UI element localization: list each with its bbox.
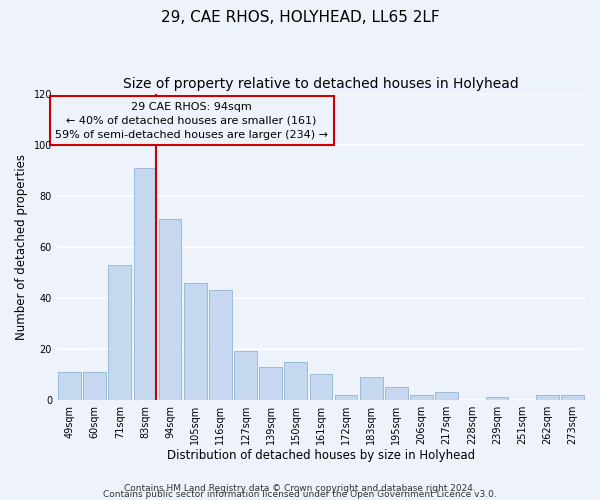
Bar xyxy=(436,392,458,400)
Bar xyxy=(234,352,257,400)
Bar xyxy=(536,394,559,400)
Text: Contains public sector information licensed under the Open Government Licence v3: Contains public sector information licen… xyxy=(103,490,497,499)
Bar xyxy=(335,394,358,400)
Bar xyxy=(209,290,232,400)
Bar xyxy=(385,387,408,400)
Bar xyxy=(561,394,584,400)
Title: Size of property relative to detached houses in Holyhead: Size of property relative to detached ho… xyxy=(123,78,519,92)
Bar xyxy=(184,282,206,400)
Bar xyxy=(360,377,383,400)
Bar xyxy=(259,366,282,400)
X-axis label: Distribution of detached houses by size in Holyhead: Distribution of detached houses by size … xyxy=(167,450,475,462)
Bar xyxy=(485,397,508,400)
Text: 29 CAE RHOS: 94sqm
← 40% of detached houses are smaller (161)
59% of semi-detach: 29 CAE RHOS: 94sqm ← 40% of detached hou… xyxy=(55,102,328,140)
Bar xyxy=(83,372,106,400)
Bar xyxy=(159,219,181,400)
Bar xyxy=(310,374,332,400)
Bar xyxy=(134,168,156,400)
Text: Contains HM Land Registry data © Crown copyright and database right 2024.: Contains HM Land Registry data © Crown c… xyxy=(124,484,476,493)
Bar xyxy=(284,362,307,400)
Bar xyxy=(58,372,81,400)
Bar xyxy=(109,264,131,400)
Bar xyxy=(410,394,433,400)
Y-axis label: Number of detached properties: Number of detached properties xyxy=(15,154,28,340)
Text: 29, CAE RHOS, HOLYHEAD, LL65 2LF: 29, CAE RHOS, HOLYHEAD, LL65 2LF xyxy=(161,10,439,25)
